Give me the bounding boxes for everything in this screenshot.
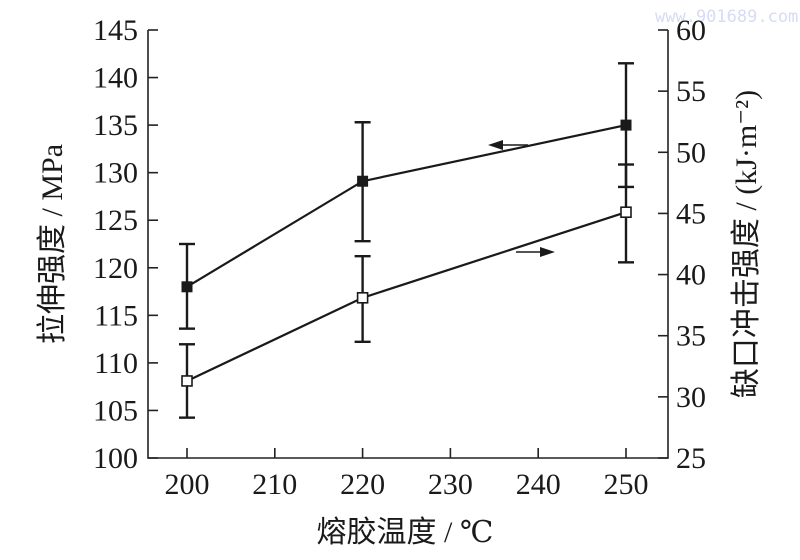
y-left-tick-label: 120 [93,252,138,285]
filled-square-marker [357,175,369,187]
y-axis-right-title: 缺口冲击强度 / (kJ·m⁻²) [730,90,763,398]
y-right-tick-label: 50 [676,136,706,169]
y-left-tick-label: 110 [94,347,138,380]
y-left-tick-label: 140 [93,62,138,95]
x-tick-label: 220 [340,468,385,501]
x-tick-label: 210 [252,468,297,501]
open-square-marker [181,375,193,387]
y-right-tick-label: 60 [676,14,706,47]
series-line-left [186,124,627,288]
y-right-tick-label: 40 [676,259,706,292]
y-right-tick-label: 30 [676,381,706,414]
y-left-tick-label: 130 [93,157,138,190]
plot-area: 100 105 110 115 120 125 130 135 140 145 25 30 35 40 45… [93,14,706,501]
y-left-tick-label: 105 [93,394,138,427]
open-square-marker [356,292,369,304]
y-left-tick-label: 125 [93,204,138,237]
watermark: www.901689.com [655,7,798,27]
x-tick-label: 250 [604,468,649,501]
y-left-tick-label: 135 [93,109,138,142]
y-axis-left-title: 拉伸强度 / MPa [36,144,69,344]
right-arrow-icon [540,247,555,257]
x-tick-label: 240 [516,468,561,501]
left-arrow-icon [488,140,503,150]
filled-square-marker [620,119,632,131]
y-right-tick-label: 25 [676,442,706,475]
axes-frame [147,30,669,459]
y-left-tick-label: 115 [94,299,138,332]
y-left-tick-label: 100 [93,442,138,475]
y-left-tick-label: 145 [93,14,138,47]
open-square-marker [620,206,632,219]
x-axis-title: 熔胶温度 / ℃ [317,516,494,549]
filled-square-marker [181,281,193,293]
x-tick-label: 200 [165,468,210,501]
y-right-tick-label: 55 [676,75,706,108]
series-line-right [186,211,627,382]
y-right-tick-label: 45 [676,197,706,230]
x-tick-label: 230 [428,468,473,501]
y-right-tick-label: 35 [676,320,706,353]
